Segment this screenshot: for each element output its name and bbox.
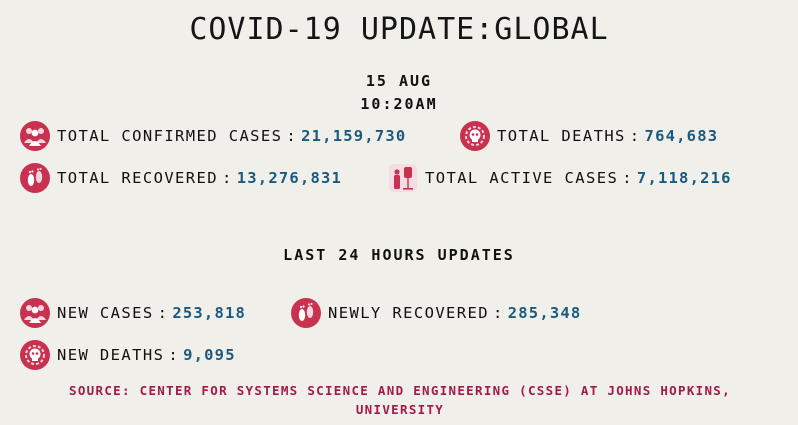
stat-label: NEW DEATHS: [57, 346, 165, 364]
stat-total-active: TOTAL ACTIVE CASES : 7,118,216: [388, 162, 732, 194]
update-time: 10:20AM: [360, 95, 438, 113]
stat-separator: :: [622, 169, 633, 187]
stat-value: 13,276,831: [236, 169, 343, 187]
stat-value: 253,818: [172, 304, 247, 322]
last-24-heading: LAST 24 HOURS UPDATES: [283, 246, 515, 264]
stat-total-recovered: TOTAL RECOVERED : 13,276,831: [20, 162, 342, 194]
people-group-icon: [20, 121, 50, 151]
stat-value: 21,159,730: [301, 127, 407, 145]
stat-separator: :: [157, 304, 169, 322]
stat-value: 9,095: [183, 346, 236, 364]
page-title: COVID-19 UPDATE:GLOBAL: [189, 12, 609, 47]
footprints-icon: [291, 298, 321, 328]
people-group-icon: [20, 298, 50, 328]
update-date: 15 AUG: [365, 72, 433, 90]
skull-virus-icon: [460, 121, 490, 151]
stat-separator: :: [221, 169, 233, 187]
stat-separator: :: [629, 127, 641, 145]
stat-value: 7,118,216: [636, 169, 732, 187]
stat-label: TOTAL ACTIVE CASES: [425, 169, 619, 187]
stat-label: TOTAL DEATHS: [497, 127, 626, 145]
stat-total-confirmed: TOTAL CONFIRMED CASES : 21,159,730: [20, 120, 406, 152]
stat-label: NEWLY RECOVERED: [328, 304, 489, 322]
stat-newly-recovered: NEWLY RECOVERED : 285,348: [291, 297, 581, 329]
stat-value: 285,348: [507, 304, 582, 322]
stat-new-cases: NEW CASES : 253,818: [20, 297, 246, 329]
stat-new-deaths: NEW DEATHS : 9,095: [20, 339, 236, 371]
stat-label: TOTAL CONFIRMED CASES: [57, 127, 283, 145]
skull-virus-icon: [20, 340, 50, 370]
patient-iv-icon: [388, 163, 418, 193]
footprints-icon: [20, 163, 50, 193]
stat-label: TOTAL RECOVERED: [57, 169, 218, 187]
stat-separator: :: [286, 127, 298, 145]
source-note: SOURCE: CENTER FOR SYSTEMS SCIENCE AND E…: [69, 383, 731, 417]
stat-total-deaths: TOTAL DEATHS : 764,683: [460, 120, 718, 152]
stat-separator: :: [492, 304, 504, 322]
stat-separator: :: [168, 346, 180, 364]
stat-value: 764,683: [644, 127, 719, 145]
stat-label: NEW CASES: [57, 304, 154, 322]
